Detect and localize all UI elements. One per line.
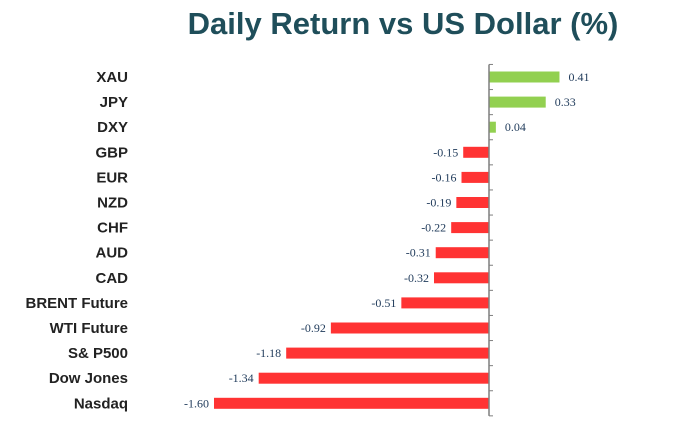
value-label: -0.31 bbox=[406, 246, 431, 260]
chart-title: Daily Return vs US Dollar (%) bbox=[187, 6, 619, 41]
category-label: EUR bbox=[96, 169, 128, 186]
bar-wti-future bbox=[330, 322, 489, 334]
value-label: -1.18 bbox=[256, 346, 281, 360]
value-label: -0.19 bbox=[426, 196, 451, 210]
bar-chf bbox=[451, 222, 489, 234]
value-labels-group: 0.41 0.33 0.04 -0.15 -0.16 -0.19 -0.22 -0.31 -0.… bbox=[184, 70, 589, 410]
bar-dxy bbox=[489, 121, 496, 133]
category-label: NZD bbox=[97, 195, 128, 212]
bar-brent-future bbox=[401, 297, 489, 309]
bar-gbp bbox=[463, 146, 489, 158]
bars-group bbox=[214, 71, 560, 409]
bar-jpy bbox=[489, 96, 546, 108]
value-label: -1.34 bbox=[229, 371, 254, 385]
bar-s-p500 bbox=[286, 347, 489, 359]
category-label: S& P500 bbox=[68, 345, 128, 362]
category-label: GBP bbox=[95, 144, 128, 161]
category-label: DXY bbox=[97, 119, 128, 136]
value-label: -0.51 bbox=[371, 296, 396, 310]
value-label: -0.15 bbox=[433, 145, 458, 159]
bar-nasdaq bbox=[214, 397, 489, 409]
category-label: CHF bbox=[97, 220, 128, 237]
category-label: Nasdaq bbox=[74, 395, 128, 412]
category-label: WTI Future bbox=[50, 320, 128, 337]
value-label: -0.16 bbox=[432, 170, 457, 184]
value-label: 0.33 bbox=[555, 95, 576, 109]
category-label: XAU bbox=[96, 69, 128, 86]
category-label: JPY bbox=[100, 94, 128, 111]
bar-aud bbox=[435, 247, 489, 259]
category-label: Dow Jones bbox=[49, 370, 128, 387]
value-label: -0.22 bbox=[421, 221, 446, 235]
value-label: 0.41 bbox=[568, 70, 589, 84]
category-label: CAD bbox=[96, 270, 129, 287]
bar-eur bbox=[461, 171, 489, 183]
category-label: AUD bbox=[96, 245, 129, 262]
value-label: -0.92 bbox=[301, 321, 326, 335]
bar-xau bbox=[489, 71, 560, 83]
bar-nzd bbox=[456, 197, 489, 208]
category-label: BRENT Future bbox=[26, 295, 129, 312]
category-labels-group: XAU JPY DXY GBP EUR NZD CHF AUD CAD BRENT Future W… bbox=[26, 69, 129, 412]
zero-axis-group bbox=[488, 63, 493, 417]
value-label: -1.60 bbox=[184, 396, 209, 410]
bar-cad bbox=[434, 272, 489, 284]
value-label: 0.04 bbox=[505, 120, 526, 134]
value-label: -0.32 bbox=[404, 271, 429, 285]
bar-dow-jones bbox=[258, 372, 489, 384]
